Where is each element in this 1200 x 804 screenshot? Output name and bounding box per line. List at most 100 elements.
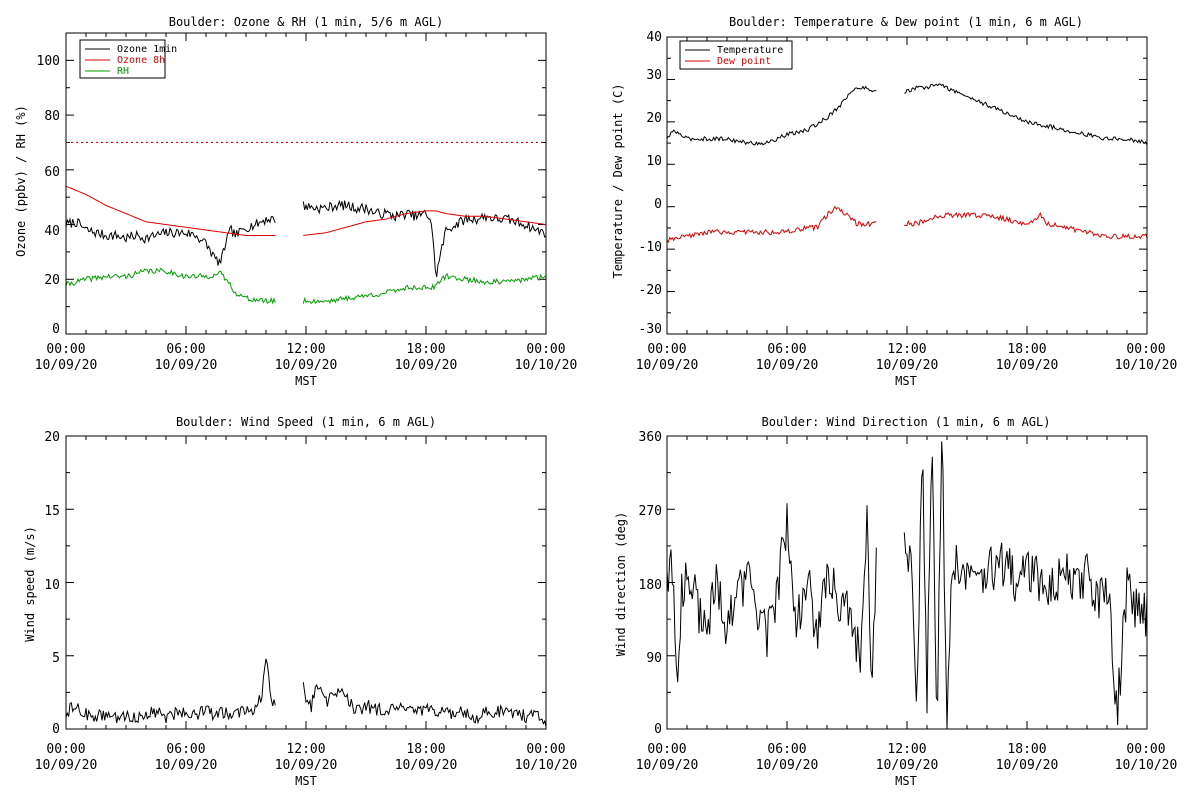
x-tick-date: 10/10/20 bbox=[515, 758, 578, 773]
x-axis-label: MST bbox=[295, 374, 317, 388]
series-line bbox=[65, 267, 276, 305]
legend-box bbox=[679, 40, 793, 70]
series-lines bbox=[666, 441, 1148, 730]
y-tick-label: 20 bbox=[646, 111, 662, 126]
chart-title: Boulder: Wind Speed (1 min, 6 m AGL) bbox=[176, 415, 436, 429]
y-tick-label: 0 bbox=[52, 722, 60, 737]
x-tick-time: 18:00 bbox=[406, 742, 445, 757]
x-tick-date: 10/09/20 bbox=[275, 358, 338, 373]
y-tick-label: 10 bbox=[44, 578, 60, 593]
y-tick-label: 270 bbox=[639, 504, 662, 519]
series-lines bbox=[65, 141, 547, 305]
x-tick-time: 00:00 bbox=[1126, 742, 1165, 757]
tick-labels: 0 20 40 60 80 100 00:00 10/09/20 06:00 1… bbox=[35, 54, 578, 373]
series-line bbox=[65, 658, 276, 724]
x-tick-date: 10/09/20 bbox=[395, 358, 458, 373]
series-line bbox=[65, 216, 276, 266]
x-tick-time: 00:00 bbox=[647, 342, 686, 357]
y-tick-label: 90 bbox=[646, 651, 662, 666]
y-tick-label: 0 bbox=[52, 322, 60, 337]
ozone-rh-chart: Boulder: Ozone & RH (1 min, 5/6 m AGL) O… bbox=[14, 15, 577, 388]
tick-labels: 0 5 10 15 20 00:00 10/09/20 06:00 10/09/… bbox=[35, 430, 578, 773]
x-tick-time: 12:00 bbox=[887, 342, 926, 357]
y-tick-label: 80 bbox=[44, 109, 60, 124]
x-tick-time: 06:00 bbox=[166, 342, 205, 357]
legend-label: Temperature bbox=[717, 45, 783, 56]
y-tick-label: 20 bbox=[44, 430, 60, 445]
x-tick-time: 18:00 bbox=[406, 342, 445, 357]
wind-direction-chart: Boulder: Wind Direction (1 min, 6 m AGL)… bbox=[614, 415, 1177, 788]
y-tick-label: 15 bbox=[44, 504, 60, 519]
x-tick-date: 10/10/20 bbox=[1115, 758, 1178, 773]
y-tick-label: -30 bbox=[639, 322, 662, 337]
legend-label: Ozone 8h bbox=[117, 55, 165, 66]
x-tick-time: 06:00 bbox=[166, 742, 205, 757]
x-tick-date: 10/09/20 bbox=[35, 358, 98, 373]
x-tick-time: 00:00 bbox=[1126, 342, 1165, 357]
series-line bbox=[903, 441, 1148, 730]
legend: Temperature Dew point bbox=[679, 40, 793, 70]
legend-label: Ozone 1min bbox=[117, 44, 177, 55]
y-axis-label: Ozone (ppbv) / RH (%) bbox=[14, 105, 28, 257]
y-tick-label: 60 bbox=[44, 165, 60, 180]
plot-frame bbox=[65, 32, 547, 335]
x-tick-date: 10/10/20 bbox=[515, 358, 578, 373]
y-tick-label: 40 bbox=[44, 224, 60, 239]
y-tick-label: 30 bbox=[646, 68, 662, 83]
x-tick-date: 10/09/20 bbox=[756, 358, 819, 373]
x-tick-time: 00:00 bbox=[526, 742, 565, 757]
plot-frame bbox=[65, 435, 547, 730]
y-tick-label: 100 bbox=[37, 54, 60, 69]
x-tick-time: 00:00 bbox=[46, 742, 85, 757]
y-tick-label: 40 bbox=[646, 30, 662, 45]
series-line bbox=[65, 185, 276, 236]
x-tick-time: 18:00 bbox=[1007, 742, 1046, 757]
series-lines bbox=[65, 658, 547, 727]
x-tick-date: 10/09/20 bbox=[155, 358, 218, 373]
legend-label: Dew point bbox=[717, 56, 771, 67]
series-line bbox=[666, 85, 877, 146]
series-line bbox=[302, 682, 547, 727]
x-tick-date: 10/10/20 bbox=[1115, 358, 1178, 373]
x-tick-time: 00:00 bbox=[647, 742, 686, 757]
x-tick-time: 00:00 bbox=[526, 342, 565, 357]
legend-box bbox=[79, 39, 166, 79]
y-tick-label: 0 bbox=[654, 197, 662, 212]
x-tick-time: 06:00 bbox=[767, 742, 806, 757]
wind-speed-chart: Boulder: Wind Speed (1 min, 6 m AGL) Win… bbox=[23, 415, 577, 788]
x-tick-date: 10/09/20 bbox=[636, 358, 699, 373]
x-axis-label: MST bbox=[295, 774, 317, 788]
x-tick-time: 00:00 bbox=[46, 342, 85, 357]
tick-labels: -30 -20 -10 0 10 20 30 40 00:00 10/09/20… bbox=[636, 30, 1178, 373]
y-axis-label: Wind speed (m/s) bbox=[23, 526, 37, 642]
series-line bbox=[666, 205, 877, 244]
y-tick-label: 360 bbox=[639, 430, 662, 445]
x-tick-time: 12:00 bbox=[887, 742, 926, 757]
y-axis-label: Wind direction (deg) bbox=[614, 512, 628, 657]
y-tick-label: 10 bbox=[646, 154, 662, 169]
tick-labels: 0 90 180 270 360 00:00 10/09/20 06:00 10… bbox=[636, 430, 1178, 773]
x-tick-time: 12:00 bbox=[286, 742, 325, 757]
chart-title: Boulder: Temperature & Dew point (1 min,… bbox=[729, 15, 1083, 29]
series-line bbox=[302, 273, 547, 305]
x-tick-time: 06:00 bbox=[767, 342, 806, 357]
x-tick-date: 10/09/20 bbox=[996, 758, 1059, 773]
x-tick-time: 18:00 bbox=[1007, 342, 1046, 357]
series-line bbox=[303, 210, 547, 236]
legend-label: RH bbox=[117, 66, 129, 77]
series-line bbox=[904, 211, 1148, 240]
x-tick-date: 10/09/20 bbox=[155, 758, 218, 773]
x-axis-label: MST bbox=[895, 774, 917, 788]
x-tick-date: 10/09/20 bbox=[275, 758, 338, 773]
x-tick-date: 10/09/20 bbox=[636, 758, 699, 773]
x-tick-date: 10/09/20 bbox=[876, 758, 939, 773]
y-tick-label: -10 bbox=[639, 240, 662, 255]
x-tick-date: 10/09/20 bbox=[395, 758, 458, 773]
chart-title: Boulder: Ozone & RH (1 min, 5/6 m AGL) bbox=[169, 15, 444, 29]
y-tick-label: 5 bbox=[52, 651, 60, 666]
plot-frame bbox=[666, 435, 1148, 730]
x-axis-label: MST bbox=[895, 374, 917, 388]
series-line bbox=[904, 83, 1148, 146]
y-tick-label: -20 bbox=[639, 283, 662, 298]
